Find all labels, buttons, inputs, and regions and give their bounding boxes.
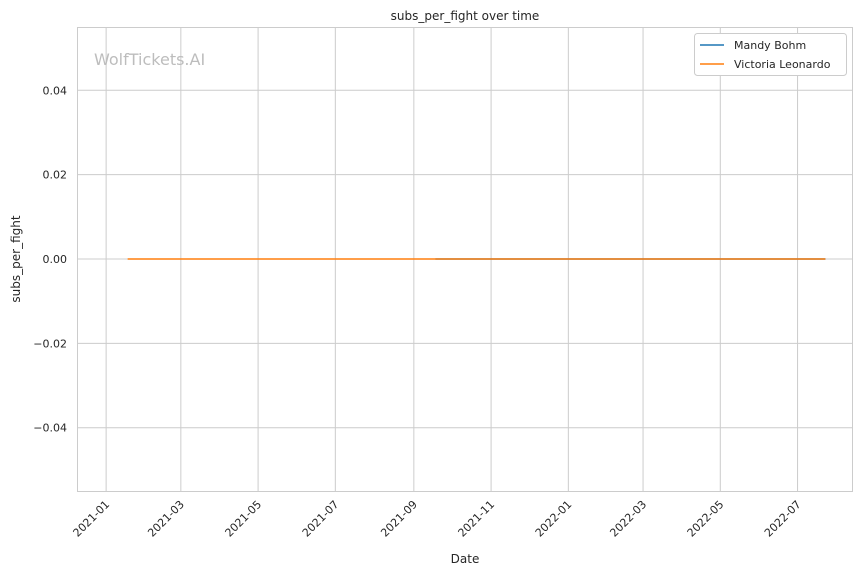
y-tick-label: 0.04 — [43, 84, 68, 97]
y-tick-label: 0.02 — [43, 169, 68, 182]
legend-label: Victoria Leonardo — [734, 58, 831, 71]
chart-title: subs_per_fight over time — [391, 9, 540, 23]
legend-box — [694, 33, 847, 76]
x-tick-label: 2021-11 — [456, 498, 498, 540]
y-tick-label: −0.04 — [33, 422, 67, 435]
x-tick-label: 2022-03 — [607, 498, 649, 540]
watermark: WolfTickets.AI — [94, 50, 205, 69]
x-tick-label: 2022-05 — [685, 498, 727, 540]
y-axis-label: subs_per_fight — [9, 215, 23, 302]
x-axis-label: Date — [451, 552, 480, 566]
x-tick-label: 2022-01 — [533, 498, 575, 540]
y-tick-label: 0.00 — [43, 253, 68, 266]
x-tick-label: 2021-05 — [223, 498, 265, 540]
x-tick-label: 2021-01 — [71, 498, 113, 540]
x-tick-label: 2021-09 — [378, 498, 420, 540]
y-tick-label: −0.02 — [33, 337, 67, 350]
x-tick-label: 2021-07 — [300, 498, 342, 540]
legend-label: Mandy Bohm — [734, 39, 806, 52]
x-tick-label: 2021-03 — [145, 498, 187, 540]
plot-frame — [77, 27, 853, 492]
legend: Mandy Bohm Victoria Leonardo — [694, 33, 847, 76]
x-tick-label: 2022-07 — [762, 498, 804, 540]
